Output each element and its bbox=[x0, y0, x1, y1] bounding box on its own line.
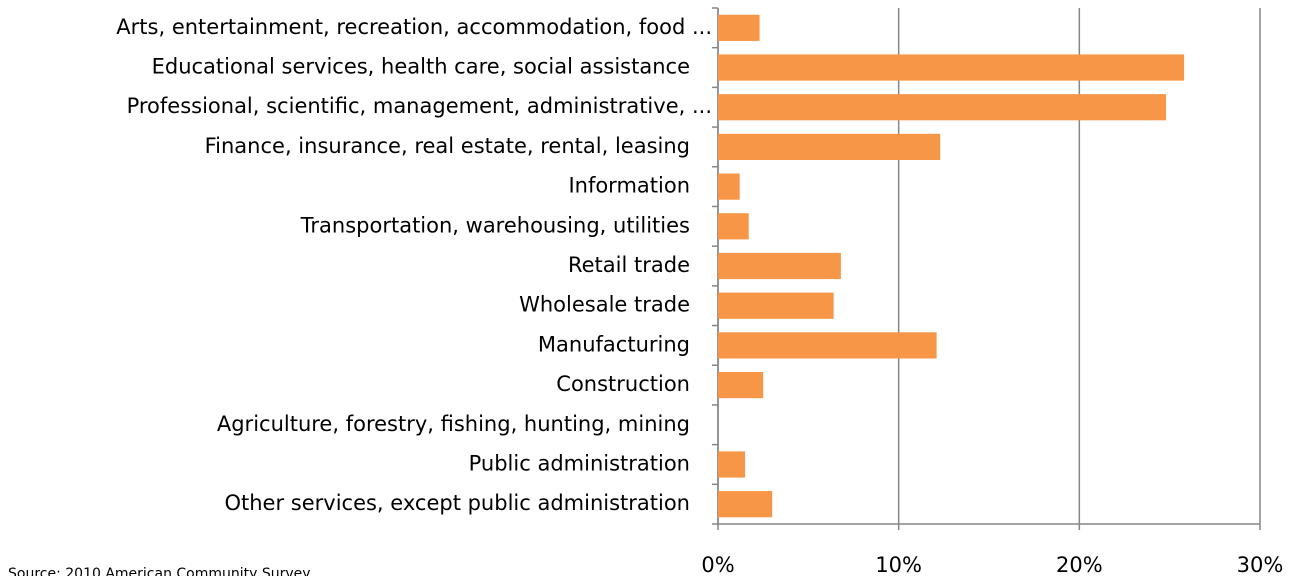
bar bbox=[718, 292, 834, 319]
bar bbox=[718, 133, 941, 161]
y-tick-label: Arts, entertainment, recreation, accommo… bbox=[116, 15, 712, 39]
x-tick-label: 0% bbox=[701, 553, 734, 576]
bar bbox=[718, 173, 740, 200]
bar bbox=[718, 332, 937, 359]
bar bbox=[718, 94, 1167, 121]
bar bbox=[718, 14, 760, 41]
bar bbox=[718, 54, 1185, 81]
bar bbox=[718, 371, 764, 399]
bar bbox=[718, 252, 841, 280]
y-tick-label: Transportation, warehousing, utilities bbox=[300, 213, 690, 237]
y-tick-label: Manufacturing bbox=[538, 332, 690, 356]
y-tick-label: Educational services, health care, socia… bbox=[152, 55, 690, 79]
bar bbox=[718, 491, 773, 518]
x-tick-label: 30% bbox=[1237, 553, 1284, 576]
y-tick-label: Wholesale trade bbox=[519, 293, 690, 317]
y-tick-label: Retail trade bbox=[568, 253, 690, 277]
y-tick-label: Construction bbox=[556, 372, 690, 396]
bar bbox=[718, 213, 749, 240]
x-tick-label: 10% bbox=[875, 553, 922, 576]
bar bbox=[718, 451, 746, 478]
y-tick-label: Agriculture, forestry, fishing, hunting,… bbox=[217, 412, 690, 436]
y-tick-label: Other services, except public administra… bbox=[224, 491, 690, 515]
y-tick-label: Professional, scientific, management, ad… bbox=[127, 94, 712, 118]
y-tick-label: Information bbox=[568, 174, 690, 198]
y-tick-label: Public administration bbox=[469, 451, 690, 475]
y-tick-label: Finance, insurance, real estate, rental,… bbox=[205, 134, 690, 158]
source-note: Source: 2010 American Community Survey bbox=[8, 566, 311, 576]
x-tick-label: 20% bbox=[1056, 553, 1103, 576]
